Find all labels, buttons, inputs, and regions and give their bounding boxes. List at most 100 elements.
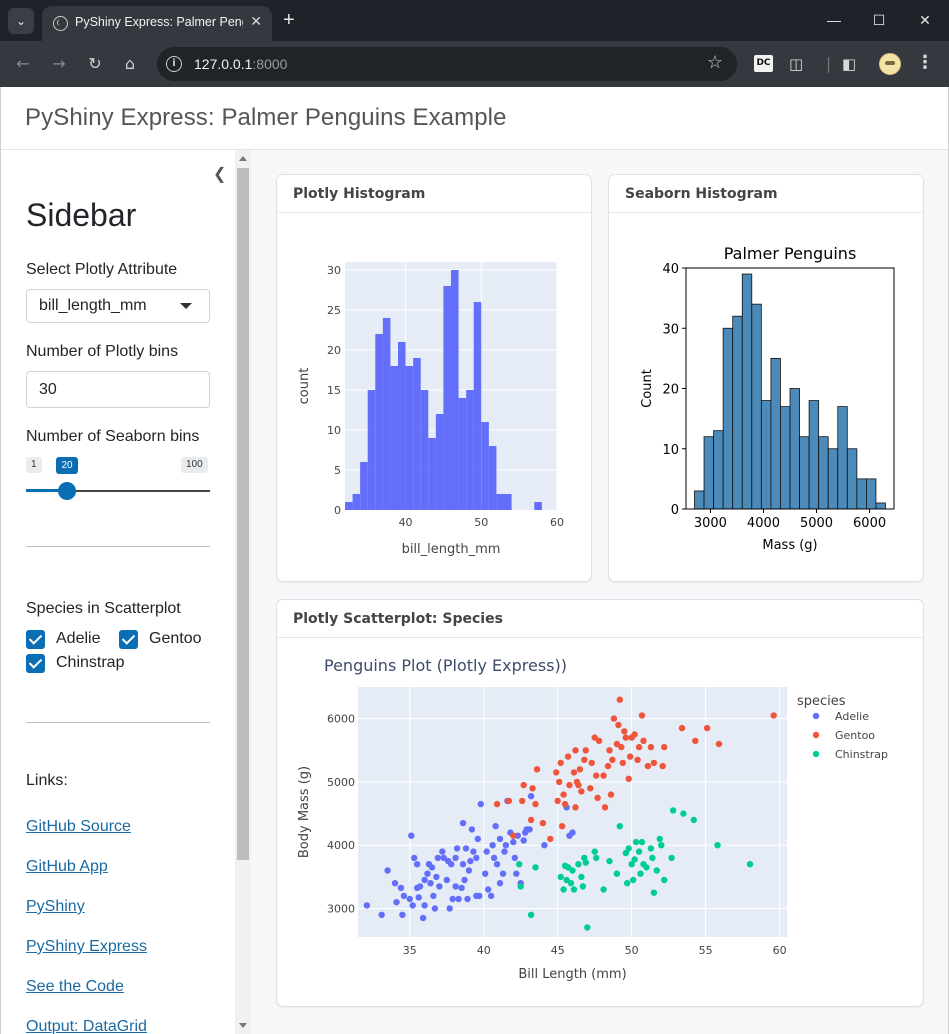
legend-title: species [797,694,846,709]
scatter-point [421,876,428,884]
scatter-point [520,837,527,844]
scatter-point [601,804,609,811]
scatter-point [634,756,641,763]
scatter-point [621,728,628,735]
histogram-bar [481,422,489,510]
species-scatter-chart[interactable]: 3000 4000 5000 6000 35 40 45 50 55 60 Penguins Plo… [277,638,925,1008]
scatter-point [416,883,424,890]
seaborn-histogram-card: Seaborn Histogram 0 10 20 30 40 3000 4000 5000 6… [608,174,924,582]
scatter-point [557,873,564,881]
site-info-icon[interactable]: i [166,56,182,72]
link-pyshiny-express[interactable]: PyShiny Express [26,938,147,955]
scatter-point [619,759,626,767]
scroll-down-arrow-icon[interactable] [239,1023,247,1028]
link-pyshiny[interactable]: PyShiny [26,898,85,915]
scatter-point [703,724,711,732]
scatter-point [557,759,564,767]
histogram-bar [827,448,839,510]
checkbox-chinstrap-label[interactable]: Chinstrap [56,654,125,671]
scatter-point [572,747,579,754]
plotly-histogram-chart[interactable]: 0 5 10 15 20 25 30 40 50 60 bill_length_mm count [277,213,593,583]
checkbox-adelie[interactable] [26,630,45,649]
window-close-icon[interactable]: ✕ [919,12,931,28]
bookmark-star-icon[interactable]: ☆ [706,52,723,73]
back-icon[interactable]: ← [16,54,30,73]
browser-menu-icon[interactable]: ⋮ [916,52,934,73]
new-tab-icon[interactable]: + [283,9,295,31]
checkbox-gentoo[interactable] [119,630,138,649]
card-header: Seaborn Histogram [609,175,923,213]
scatter-point [510,832,517,839]
y-axis-label: count [297,368,312,405]
scatter-point [578,788,585,795]
link-github-app[interactable]: GitHub App [26,858,108,875]
scatter-point [519,797,526,805]
side-panel-icon[interactable]: ◧ [842,55,857,73]
scatter-point [433,873,440,881]
scatter-point [517,883,524,890]
histogram-bar [367,390,376,510]
checkbox-gentoo-label[interactable]: Gentoo [149,630,202,647]
y-tick-label: 5000 [327,776,355,789]
attribute-select[interactable]: bill_length_mm [26,289,210,323]
seaborn-bins-slider-fill [26,489,62,492]
histogram-bar [760,400,772,510]
scrollbar-thumb[interactable] [237,168,249,860]
y-tick-label: 30 [662,322,679,337]
card-title: Plotly Scatterplot: Species [293,611,503,627]
histogram-bar [694,490,705,510]
link-output-datagrid[interactable]: Output: DataGrid [26,1018,147,1034]
checkbox-adelie-label[interactable]: Adelie [56,630,101,647]
minimize-icon[interactable]: — [827,12,841,28]
scatter-point [520,781,527,789]
scatter-point [616,823,623,830]
scatter-point [505,797,513,805]
checkbox-chinstrap[interactable] [26,654,45,673]
dc-extension-icon[interactable]: DC [754,55,773,72]
extensions-puzzle-icon[interactable]: ◫ [789,55,804,73]
seaborn-bins-label: Number of Seaborn bins [26,428,200,445]
histogram-bar [435,414,444,510]
scatter-point [567,880,575,887]
y-tick-label: 3000 [327,903,355,916]
scatter-point [579,883,587,890]
reload-icon[interactable]: ↻ [88,54,102,73]
tab-search-icon[interactable]: ⌄ [8,8,34,34]
scatter-point [658,842,665,849]
y-tick-label: 5 [334,464,341,477]
forward-icon[interactable]: → [52,54,66,73]
seaborn-bins-slider-handle[interactable] [58,482,76,500]
link-see-the-code[interactable]: See the Code [26,978,124,995]
scatter-point [452,883,459,890]
scatter-point [593,772,600,779]
scatter-point [632,838,640,846]
page-title: PyShiny Express: Palmer Penguins Example [25,104,507,131]
link-github-source[interactable]: GitHub Source [26,818,131,835]
scatter-point [618,743,625,751]
scatter-point [607,791,615,798]
slider-min-label: 1 [26,457,42,473]
scatter-point [424,870,431,877]
histogram-bar [360,462,368,510]
sidebar-scrollbar[interactable] [235,150,251,1034]
home-icon[interactable]: ⌂ [124,54,136,73]
histogram-bar [420,390,429,510]
scatter-point [631,731,638,738]
browser-tab[interactable]: PyShiny Express: Palmer Penguins Example… [42,6,272,41]
x-tick-label: 5000 [800,516,833,531]
scroll-up-arrow-icon[interactable] [239,156,247,161]
tab-close-icon[interactable]: ✕ [250,14,262,30]
collapse-sidebar-icon[interactable]: ❮ [213,166,227,183]
address-bar[interactable]: i 127.0.0.1:8000 ☆ [157,47,737,81]
scatter-point [570,769,578,776]
divider [26,722,210,723]
scatter-point [496,880,504,887]
scatter-point [578,873,585,881]
scatter-point [572,804,579,811]
legend-entry: Adelie [835,710,869,723]
scatter-point [647,743,655,751]
maximize-icon[interactable]: ☐ [872,12,886,28]
plotly-bins-input[interactable]: 30 [26,371,210,408]
profile-avatar[interactable] [879,53,901,75]
seaborn-bins-slider-track[interactable] [26,490,210,492]
